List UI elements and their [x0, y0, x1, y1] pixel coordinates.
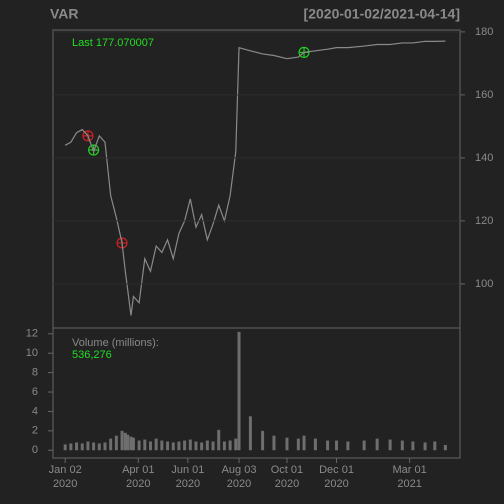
volume-bar	[160, 440, 164, 451]
volume-bar	[114, 435, 118, 451]
volume-bar	[388, 439, 392, 451]
volume-bar	[143, 439, 147, 451]
volume-bar	[261, 430, 265, 451]
volume-bar	[171, 442, 175, 451]
volume-bar	[126, 434, 130, 451]
volume-bar	[443, 445, 447, 451]
volume-bar	[222, 441, 226, 451]
volume-bar	[194, 441, 198, 451]
volume-bar	[166, 441, 170, 451]
y-tick-label: 0	[32, 444, 38, 456]
y-tick-label: 2	[32, 425, 38, 437]
volume-bar	[217, 429, 221, 451]
volume-bar	[346, 441, 350, 451]
volume-bar	[63, 444, 67, 451]
volume-bar	[237, 331, 241, 451]
last-volume: 536,276	[72, 349, 112, 361]
y-tick-label: 120	[475, 215, 493, 227]
last-price: Last 177.070007	[72, 37, 154, 49]
volume-bar	[423, 442, 427, 451]
x-tick-label: Jan 02 2020	[49, 464, 82, 490]
y-tick-label: 10	[26, 347, 38, 359]
volume-bar	[335, 440, 339, 451]
volume-bar	[296, 438, 300, 451]
volume-bar	[362, 440, 366, 451]
volume-bar	[326, 440, 330, 451]
y-tick-label: 100	[475, 278, 493, 290]
y-tick-label: 160	[475, 89, 493, 101]
volume-bar	[375, 438, 379, 451]
x-tick-label: Mar 01 2021	[393, 464, 427, 490]
volume-bar	[137, 440, 141, 451]
volume-label: Volume (millions):	[72, 337, 159, 349]
y-tick-label: 4	[32, 405, 38, 417]
volume-bar	[92, 442, 96, 451]
volume-bar	[75, 442, 79, 451]
volume-bar	[411, 441, 415, 451]
volume-bar	[285, 437, 289, 451]
volume-bar	[433, 441, 437, 451]
volume-bar	[109, 438, 113, 451]
panel-frame	[52, 29, 461, 329]
volume-bar	[177, 441, 181, 451]
volume-bar	[86, 441, 90, 451]
volume-bar	[228, 440, 232, 451]
volume-bar	[120, 430, 124, 451]
volume-bar	[129, 436, 133, 451]
y-tick-label: 180	[475, 26, 493, 38]
volume-bar	[248, 416, 252, 451]
volume-bar	[80, 443, 84, 451]
y-tick-label: 8	[32, 367, 38, 379]
volume-bar	[69, 443, 73, 451]
volume-bar	[97, 443, 101, 451]
volume-bar	[103, 442, 107, 451]
volume-bar	[123, 432, 127, 451]
x-tick-label: Oct 01 2020	[271, 464, 303, 490]
volume-bar	[272, 435, 276, 451]
volume-bar	[188, 439, 192, 451]
volume-bar	[154, 438, 158, 451]
volume-bar	[313, 438, 317, 451]
chart-title: VAR	[50, 6, 79, 22]
volume-bar	[400, 440, 404, 451]
volume-bar	[302, 435, 306, 451]
volume-bar	[200, 442, 204, 451]
volume-bar	[183, 440, 187, 451]
y-tick-label: 12	[26, 328, 38, 340]
x-tick-label: Apr 01 2020	[122, 464, 154, 490]
y-tick-label: 140	[475, 152, 493, 164]
chart-subtitle: [2020-01-02/2021-04-14]	[304, 6, 460, 22]
volume-bar	[131, 437, 135, 451]
x-tick-label: Aug 03 2020	[222, 464, 257, 490]
x-tick-label: Jun 01 2020	[171, 464, 204, 490]
volume-bar	[148, 441, 152, 451]
volume-bar	[205, 440, 209, 451]
volume-bar	[234, 438, 238, 451]
y-tick-label: 6	[32, 386, 38, 398]
volume-bar	[211, 441, 215, 451]
x-tick-label: Dec 01 2020	[319, 464, 354, 490]
